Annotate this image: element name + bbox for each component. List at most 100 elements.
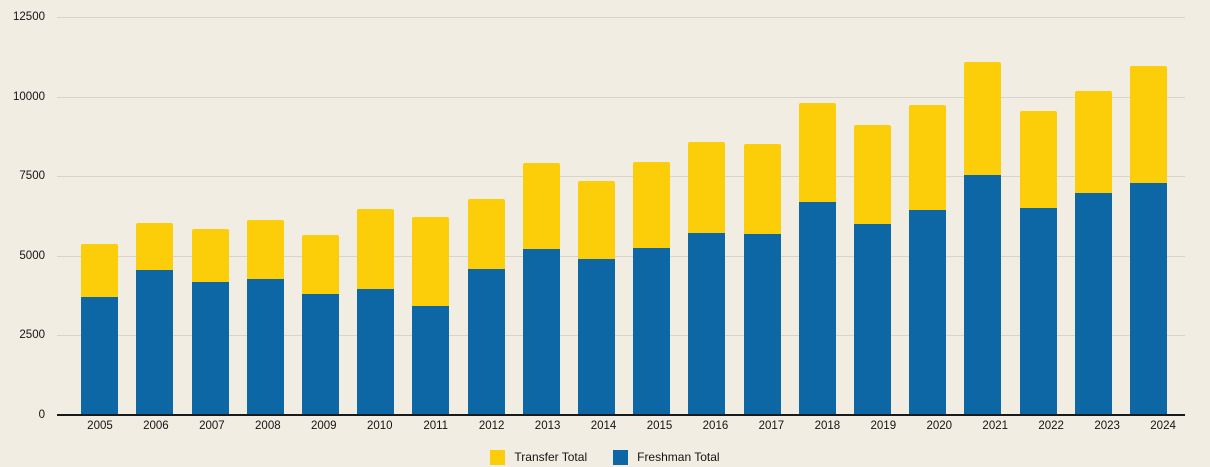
gridline-10000 bbox=[57, 96, 1185, 98]
bar-segment-transfer-total-2008[interactable] bbox=[246, 219, 284, 280]
bar-band-2013 bbox=[514, 17, 569, 414]
plot-area bbox=[57, 17, 1185, 416]
bar-2023 bbox=[1074, 17, 1112, 414]
bar-segment-transfer-total-2017[interactable] bbox=[743, 144, 781, 234]
bar-segment-freshman-total-2008[interactable] bbox=[246, 279, 284, 414]
x-axis-label-2005: 2005 bbox=[87, 420, 113, 432]
bar-2019 bbox=[853, 17, 891, 414]
x-axis-label-2007: 2007 bbox=[199, 420, 225, 432]
bar-segment-transfer-total-2018[interactable] bbox=[798, 102, 836, 203]
bar-segment-freshman-total-2007[interactable] bbox=[191, 282, 229, 414]
x-axis-label-2016: 2016 bbox=[702, 420, 729, 432]
bar-band-2016 bbox=[679, 17, 734, 414]
gridline-2500 bbox=[57, 335, 1185, 337]
bar-segment-transfer-total-2011[interactable] bbox=[412, 216, 450, 307]
bar-band-2018 bbox=[790, 17, 845, 414]
x-axis-labels: 2005 2006 2007 2008 2009 2010 2011 2012 2013 2014… bbox=[72, 420, 1191, 432]
bar-band-2023 bbox=[1066, 17, 1121, 414]
bar-segment-freshman-total-2017[interactable] bbox=[743, 233, 781, 414]
legend: Transfer Total Freshman Total bbox=[0, 449, 1210, 465]
bar-2022 bbox=[1019, 17, 1057, 414]
bar-segment-transfer-total-2022[interactable] bbox=[1019, 110, 1057, 208]
bar-2020 bbox=[909, 17, 947, 414]
bar-band-2017 bbox=[734, 17, 789, 414]
bar-segment-transfer-total-2014[interactable] bbox=[577, 181, 615, 260]
bar-2017 bbox=[743, 17, 781, 414]
bar-segment-transfer-total-2021[interactable] bbox=[964, 61, 1002, 176]
bar-2021 bbox=[964, 17, 1002, 414]
bar-2010 bbox=[357, 17, 395, 414]
bar-segment-freshman-total-2021[interactable] bbox=[964, 175, 1002, 414]
x-axis-label-2019: 2019 bbox=[870, 420, 897, 432]
bar-segment-transfer-total-2006[interactable] bbox=[136, 222, 174, 270]
x-axis-label-2018: 2018 bbox=[814, 420, 841, 432]
bar-segment-transfer-total-2016[interactable] bbox=[688, 142, 726, 233]
x-axis-line bbox=[57, 414, 1185, 416]
bar-segment-freshman-total-2013[interactable] bbox=[522, 248, 560, 414]
bar-segment-freshman-total-2012[interactable] bbox=[467, 268, 505, 414]
bar-segment-freshman-total-2011[interactable] bbox=[412, 306, 450, 414]
freshman-total-swatch-icon bbox=[613, 449, 629, 465]
bar-segment-transfer-total-2012[interactable] bbox=[467, 199, 505, 269]
bar-segment-freshman-total-2019[interactable] bbox=[853, 224, 891, 414]
bar-band-2020 bbox=[900, 17, 955, 414]
bar-2016 bbox=[688, 17, 726, 414]
bar-band-2006 bbox=[127, 17, 182, 414]
bar-band-2022 bbox=[1010, 17, 1065, 414]
bar-segment-freshman-total-2020[interactable] bbox=[909, 210, 947, 414]
bar-2005 bbox=[81, 17, 119, 414]
x-axis-label-2012: 2012 bbox=[478, 420, 505, 432]
bar-segment-freshman-total-2009[interactable] bbox=[301, 294, 339, 414]
bar-segment-freshman-total-2005[interactable] bbox=[81, 296, 119, 414]
y-axis-label-0: 0 bbox=[38, 409, 45, 421]
gridline-7500 bbox=[57, 176, 1185, 178]
legend-item-transfer-total[interactable]: Transfer Total bbox=[490, 449, 587, 465]
legend-label-freshman-total: Freshman Total bbox=[637, 450, 720, 464]
bar-segment-freshman-total-2024[interactable] bbox=[1129, 182, 1167, 414]
bar-segment-transfer-total-2023[interactable] bbox=[1074, 90, 1112, 193]
x-axis-label-2010: 2010 bbox=[366, 420, 393, 432]
bar-band-2021 bbox=[955, 17, 1010, 414]
bar-2013 bbox=[522, 17, 560, 414]
bar-2024 bbox=[1129, 17, 1167, 414]
y-axis-label-7500: 7500 bbox=[19, 170, 45, 183]
bar-segment-freshman-total-2015[interactable] bbox=[633, 247, 671, 414]
bar-band-2024 bbox=[1121, 17, 1176, 414]
x-axis-label-2022: 2022 bbox=[1038, 420, 1064, 432]
bar-segment-transfer-total-2019[interactable] bbox=[853, 124, 891, 225]
bar-2007 bbox=[191, 17, 229, 414]
legend-item-freshman-total[interactable]: Freshman Total bbox=[613, 449, 720, 465]
gridline-12500 bbox=[57, 17, 1185, 18]
bar-segment-freshman-total-2010[interactable] bbox=[357, 288, 395, 414]
bar-segment-transfer-total-2005[interactable] bbox=[81, 244, 119, 297]
bar-segment-freshman-total-2022[interactable] bbox=[1019, 207, 1057, 414]
bar-2015 bbox=[633, 17, 671, 414]
bar-segment-transfer-total-2013[interactable] bbox=[522, 163, 560, 249]
bar-2006 bbox=[136, 17, 174, 414]
bar-band-2014 bbox=[569, 17, 624, 414]
x-axis-label-2023: 2023 bbox=[1094, 420, 1120, 432]
bar-segment-transfer-total-2024[interactable] bbox=[1129, 65, 1167, 183]
x-axis-label-2017: 2017 bbox=[758, 420, 785, 432]
bar-segment-transfer-total-2009[interactable] bbox=[301, 234, 339, 295]
bar-segment-freshman-total-2018[interactable] bbox=[798, 202, 836, 414]
bar-2009 bbox=[301, 17, 339, 414]
x-axis-label-2011: 2011 bbox=[423, 420, 449, 432]
bar-segment-transfer-total-2015[interactable] bbox=[633, 162, 671, 248]
bar-band-2007 bbox=[182, 17, 237, 414]
bar-band-2015 bbox=[624, 17, 679, 414]
bar-segment-freshman-total-2006[interactable] bbox=[136, 269, 174, 414]
x-axis-label-2006: 2006 bbox=[143, 420, 169, 432]
bar-segment-freshman-total-2014[interactable] bbox=[577, 259, 615, 414]
bar-segment-transfer-total-2020[interactable] bbox=[909, 104, 947, 211]
bar-segment-transfer-total-2007[interactable] bbox=[191, 228, 229, 283]
x-axis-label-2014: 2014 bbox=[590, 420, 617, 432]
bar-2018 bbox=[798, 17, 836, 414]
bar-segment-freshman-total-2016[interactable] bbox=[688, 232, 726, 414]
y-axis-label-10000: 10000 bbox=[13, 90, 45, 103]
bar-band-2008 bbox=[238, 17, 293, 414]
bar-2012 bbox=[467, 17, 505, 414]
bar-segment-transfer-total-2010[interactable] bbox=[357, 208, 395, 289]
bar-segment-freshman-total-2023[interactable] bbox=[1074, 192, 1112, 414]
